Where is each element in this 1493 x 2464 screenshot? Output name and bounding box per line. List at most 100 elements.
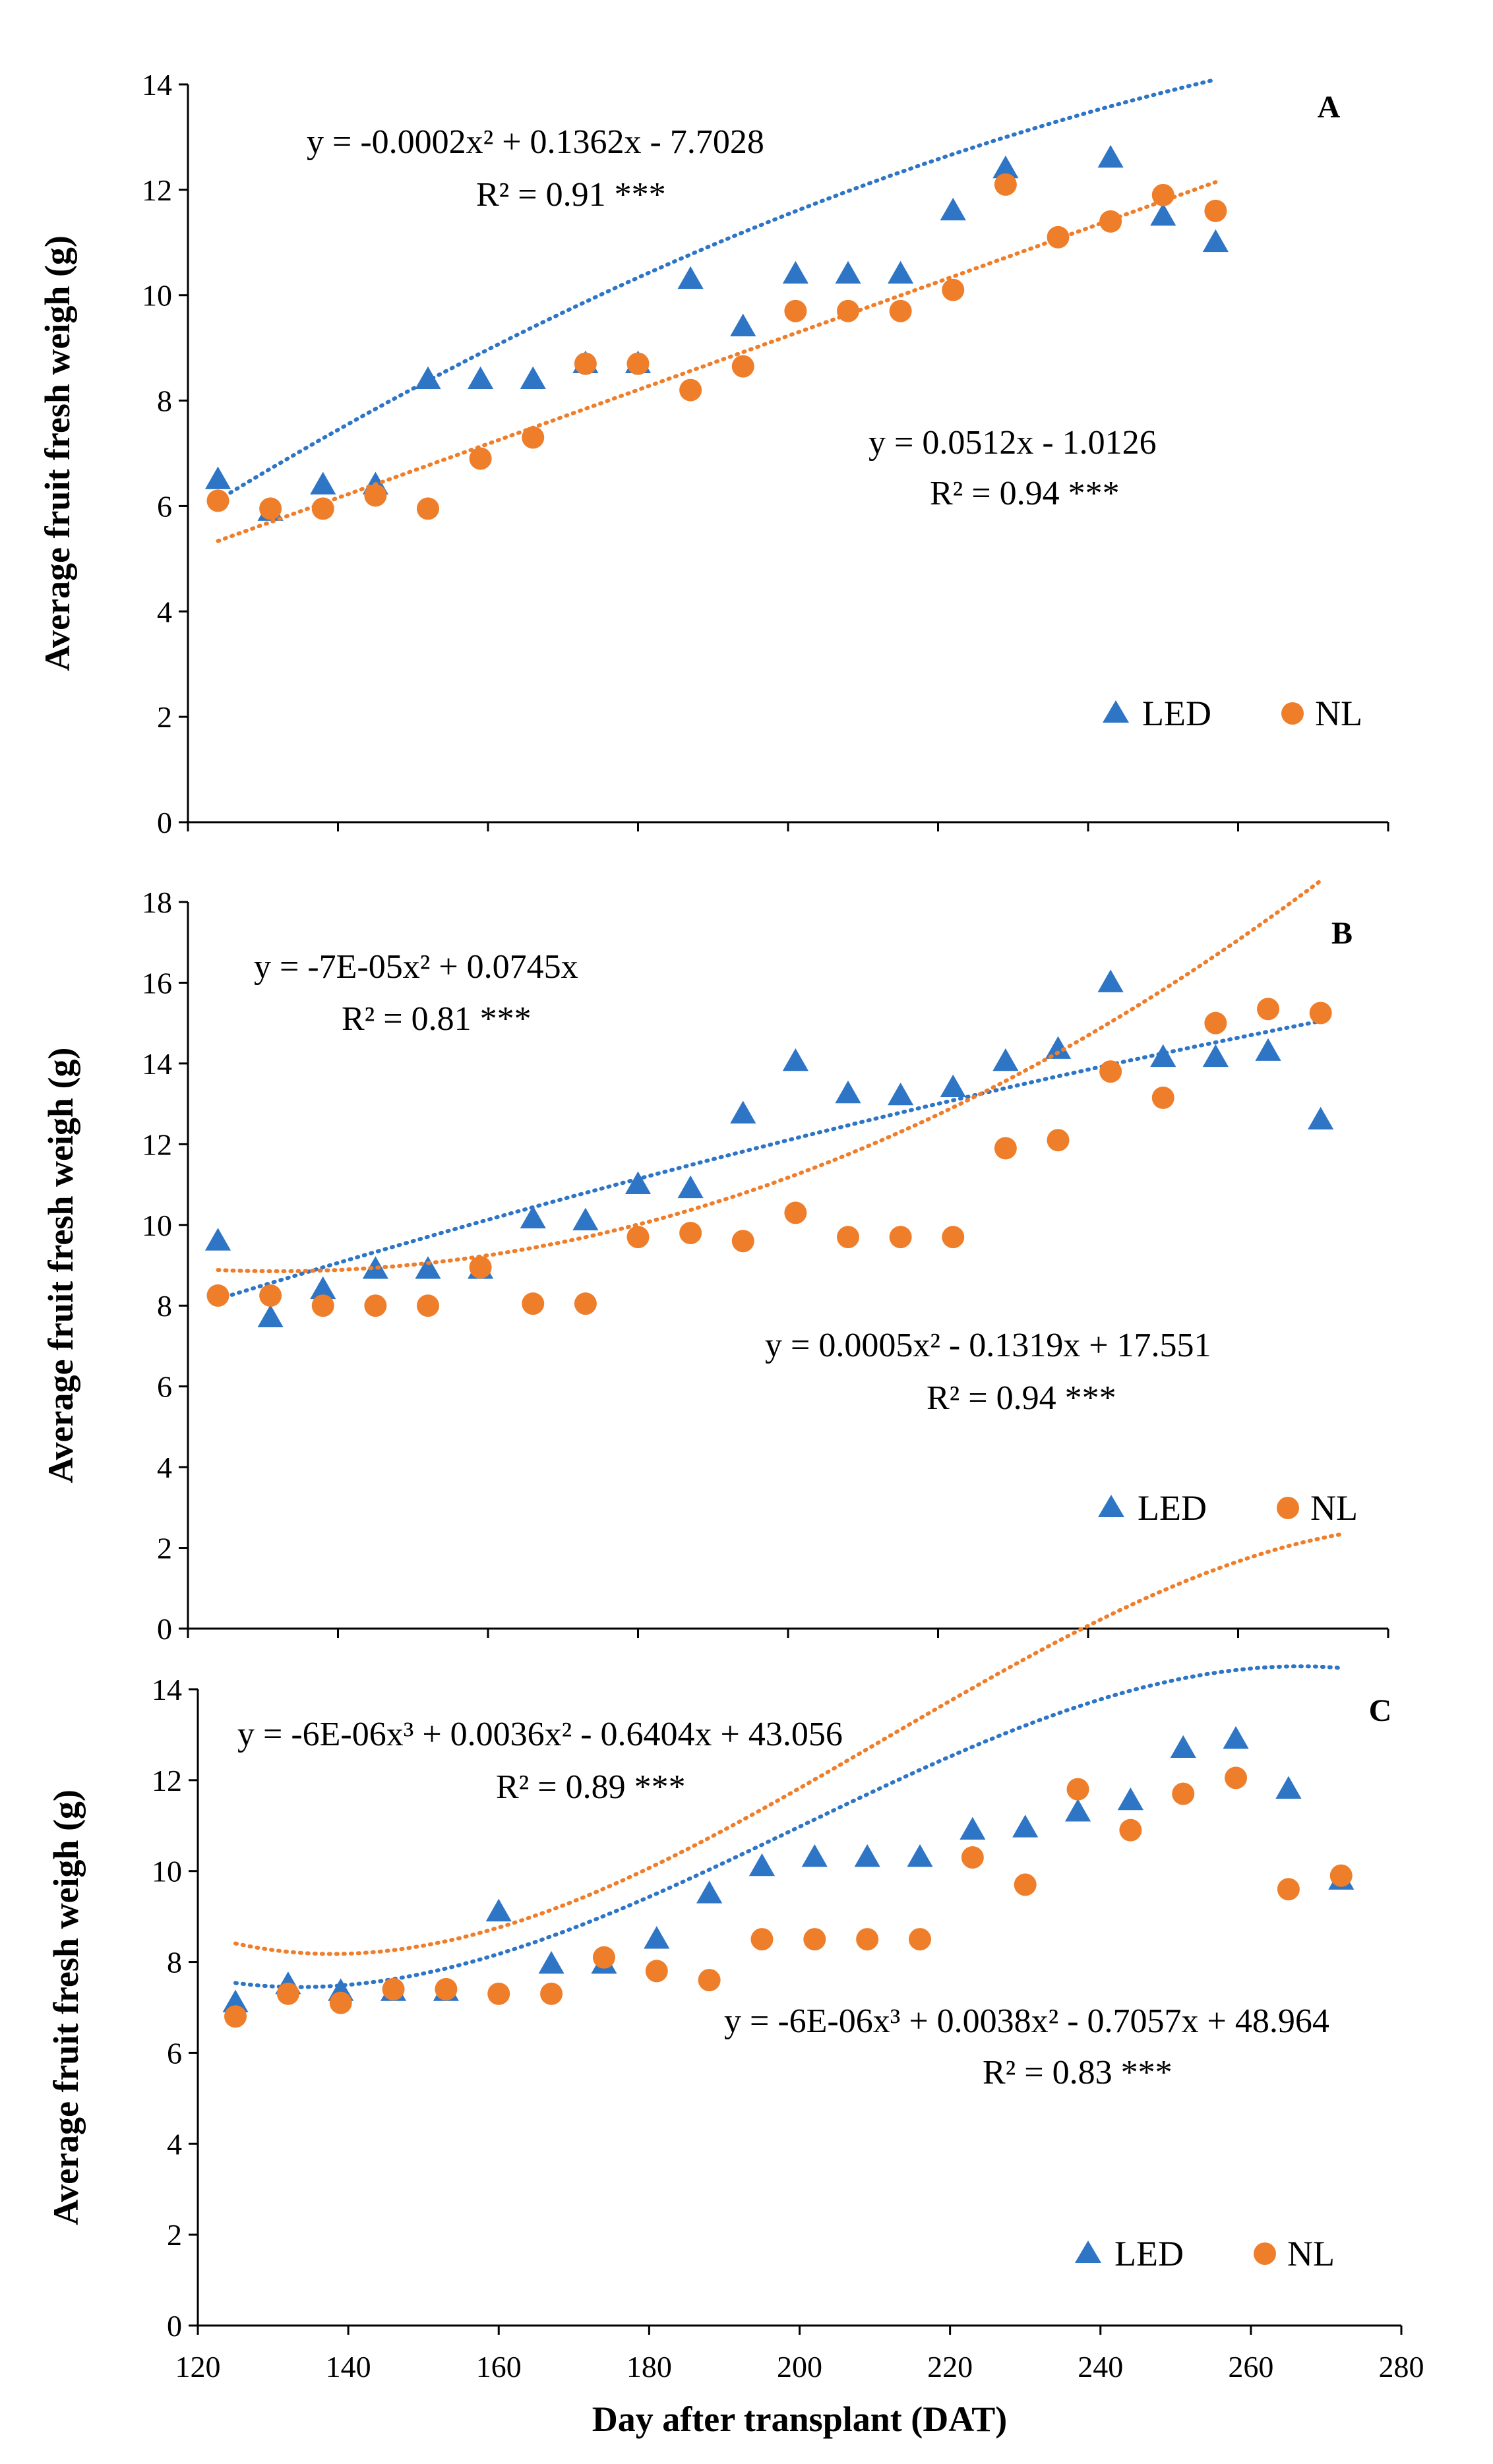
point-nl [259, 1284, 282, 1307]
point-nl [1225, 1766, 1248, 1789]
y-tick-label: 0 [167, 2309, 182, 2343]
point-nl [1119, 1818, 1142, 1842]
point-led [644, 1926, 670, 1949]
point-led [854, 1844, 880, 1867]
point-led [222, 1989, 249, 2013]
point-led [1097, 144, 1124, 168]
point-nl [522, 426, 545, 449]
point-led [1223, 1726, 1249, 1749]
point-led [1202, 1044, 1229, 1067]
y-tick-label: 8 [167, 1946, 182, 1979]
point-nl [1329, 1864, 1353, 1887]
y-axis-title: Average fruit fresh weigh (g) [46, 1789, 86, 2225]
point-led [415, 1256, 441, 1279]
point-nl [837, 1226, 859, 1249]
point-nl [540, 1982, 563, 2005]
point-nl [994, 173, 1017, 196]
y-tick-label: 6 [157, 489, 172, 523]
trendline-nl [216, 878, 1323, 1273]
point-led [992, 155, 1019, 179]
point-nl [1066, 1778, 1089, 1801]
legend-label-nl: NL [1287, 2234, 1335, 2273]
point-led [940, 1074, 966, 1098]
point-led [907, 1844, 933, 1867]
point-led [1117, 1787, 1143, 1811]
point-nl [469, 447, 492, 470]
point-nl [311, 1294, 334, 1317]
point-nl [206, 489, 229, 512]
point-nl [837, 299, 859, 322]
point-nl [417, 1294, 439, 1317]
trend-equation-led: y = -7E-05x² + 0.0745x [254, 948, 578, 986]
point-led [960, 1817, 986, 1840]
point-nl [224, 2005, 247, 2028]
point-led [1150, 1044, 1176, 1067]
point-nl [522, 1292, 545, 1315]
point-nl [889, 299, 912, 322]
y-tick-label: 12 [152, 1764, 182, 1797]
y-tick-label: 10 [142, 279, 172, 313]
point-nl [731, 355, 754, 378]
point-nl [698, 1969, 721, 1992]
point-led [1255, 1038, 1281, 1061]
legend-label-nl: NL [1310, 1488, 1358, 1528]
legend-marker-nl [1281, 702, 1304, 725]
point-led [677, 1175, 704, 1199]
legend-marker-nl [1254, 2242, 1276, 2265]
y-tick-label: 4 [157, 595, 172, 628]
point-nl [1047, 225, 1070, 249]
point-led [730, 313, 756, 337]
x-tick-label: 240 [1078, 2350, 1123, 2384]
point-nl [961, 1846, 984, 1869]
trendline-nl [233, 1532, 1343, 1956]
point-led [310, 1276, 336, 1300]
y-tick-label: 10 [142, 1209, 172, 1242]
point-nl [364, 484, 387, 507]
point-nl [1099, 210, 1122, 233]
point-led [835, 260, 861, 284]
y-tick-label: 12 [142, 173, 172, 207]
point-led [677, 266, 704, 289]
point-led [1012, 1815, 1039, 1838]
point-nl [942, 278, 965, 301]
point-nl [856, 1928, 879, 1951]
point-nl [1047, 1129, 1070, 1152]
y-tick-label: 10 [152, 1855, 182, 1888]
point-led [782, 260, 808, 284]
legend-marker-led [1103, 700, 1129, 723]
chart-panel-a: 0 2 4 6 8 10 12 14 Average fruit fresh weigh (g)… [38, 68, 1389, 839]
point-nl [259, 497, 282, 520]
point-nl [382, 1977, 405, 2000]
point-nl [592, 1946, 615, 1969]
x-tick-label: 180 [626, 2350, 672, 2384]
point-led [572, 1207, 599, 1231]
trend-equation-nl: y = -6E-06x³ + 0.0038x² - 0.7057x + 48.9… [724, 2002, 1329, 2040]
trend-r2-nl: R² = 0.94 *** [930, 475, 1120, 512]
point-nl [1257, 998, 1279, 1021]
y-tick-label: 8 [157, 1289, 172, 1323]
y-tick-label: 12 [142, 1127, 172, 1161]
y-tick-label: 4 [167, 2127, 182, 2161]
point-led [1045, 1036, 1072, 1059]
y-tick-label: 4 [157, 1451, 172, 1484]
y-tick-label: 6 [167, 2036, 182, 2070]
y-tick-label: 14 [142, 68, 172, 102]
point-led [520, 366, 546, 389]
legend-marker-led [1075, 2240, 1101, 2263]
point-led [538, 1951, 564, 1974]
y-tick-label: 18 [142, 886, 172, 919]
point-nl [645, 1960, 668, 1983]
trendline-led [216, 1019, 1323, 1302]
legend-label-led: LED [1114, 2234, 1184, 2273]
panel-letter: C [1369, 1693, 1392, 1728]
point-led [204, 466, 231, 489]
point-led [625, 1171, 652, 1194]
y-tick-label: 0 [157, 1612, 172, 1646]
y-tick-label: 14 [152, 1673, 182, 1706]
point-led [782, 1048, 808, 1071]
legend-marker-led [1098, 1495, 1124, 1517]
point-nl [679, 378, 702, 402]
point-nl [469, 1256, 492, 1279]
point-nl [1309, 1002, 1332, 1025]
